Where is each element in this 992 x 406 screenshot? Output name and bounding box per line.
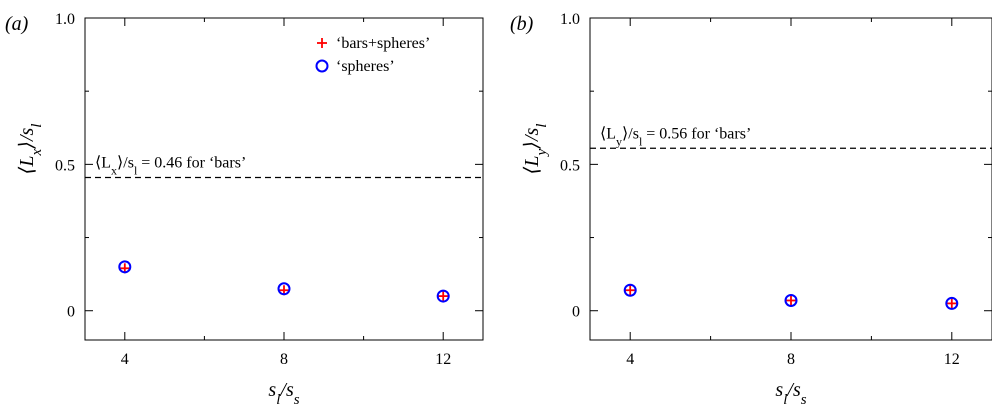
y-axis-label: ⟨Ly⟩/sl — [521, 124, 550, 175]
y-axis-label: ⟨Lx⟩/sl — [16, 124, 45, 175]
legend-entry: ‘bars+spheres’ — [336, 35, 430, 52]
legend: ‘bars+spheres’ ‘spheres’ — [315, 35, 430, 75]
reference-line-label: ⟨Ly⟩/sl = 0.56 for ‘bars’ — [600, 125, 751, 148]
panel-a: 4 8 12 0 0.5 1.0 (a) sl/ss ⟨Lx⟩/sl ⟨Lx⟩/sl = 0.46… — [5, 11, 484, 406]
data-point-spheres — [277, 282, 291, 296]
legend-marker-circle — [315, 59, 329, 73]
y-tick-label: 1.0 — [55, 11, 75, 28]
y-tick-label: 0 — [572, 304, 580, 321]
x-axis-label: sl/ss — [268, 379, 299, 406]
x-tick-label: 8 — [787, 351, 795, 368]
plot-frame — [589, 17, 992, 341]
x-axis-label: sl/ss — [775, 379, 806, 406]
data-point-spheres — [623, 283, 637, 297]
x-tick-label: 8 — [280, 351, 288, 368]
data-point-bars-spheres — [786, 295, 796, 306]
x-tick-label: 4 — [121, 351, 129, 368]
y-tick-label: 0.5 — [560, 157, 580, 174]
y-tick-label: 0 — [67, 304, 75, 321]
panel-label: (a) — [5, 13, 29, 35]
x-tick-label: 4 — [626, 351, 634, 368]
x-tick-label: 12 — [944, 351, 960, 368]
reference-line-label: ⟨Lx⟩/sl = 0.46 for ‘bars’ — [95, 155, 246, 178]
legend-entry: ‘spheres’ — [336, 58, 395, 75]
data-point-spheres — [945, 296, 959, 310]
data-point-bars-spheres — [946, 298, 957, 309]
data-point-bars-spheres — [438, 291, 449, 302]
y-tick-label: 1.0 — [560, 11, 580, 28]
data-point-spheres — [784, 293, 798, 307]
panel-b: 4 8 12 0 0.5 1.0 (b) sl/ss ⟨Ly⟩/sl ⟨Ly⟩/sl = 0.56… — [510, 11, 992, 406]
y-tick-label: 0.5 — [55, 157, 75, 174]
panel-label: (b) — [510, 13, 534, 35]
data-point-bars-spheres — [625, 285, 636, 296]
x-tick-label: 12 — [435, 351, 451, 368]
data-point-spheres — [118, 260, 132, 274]
data-point-spheres — [436, 289, 450, 303]
